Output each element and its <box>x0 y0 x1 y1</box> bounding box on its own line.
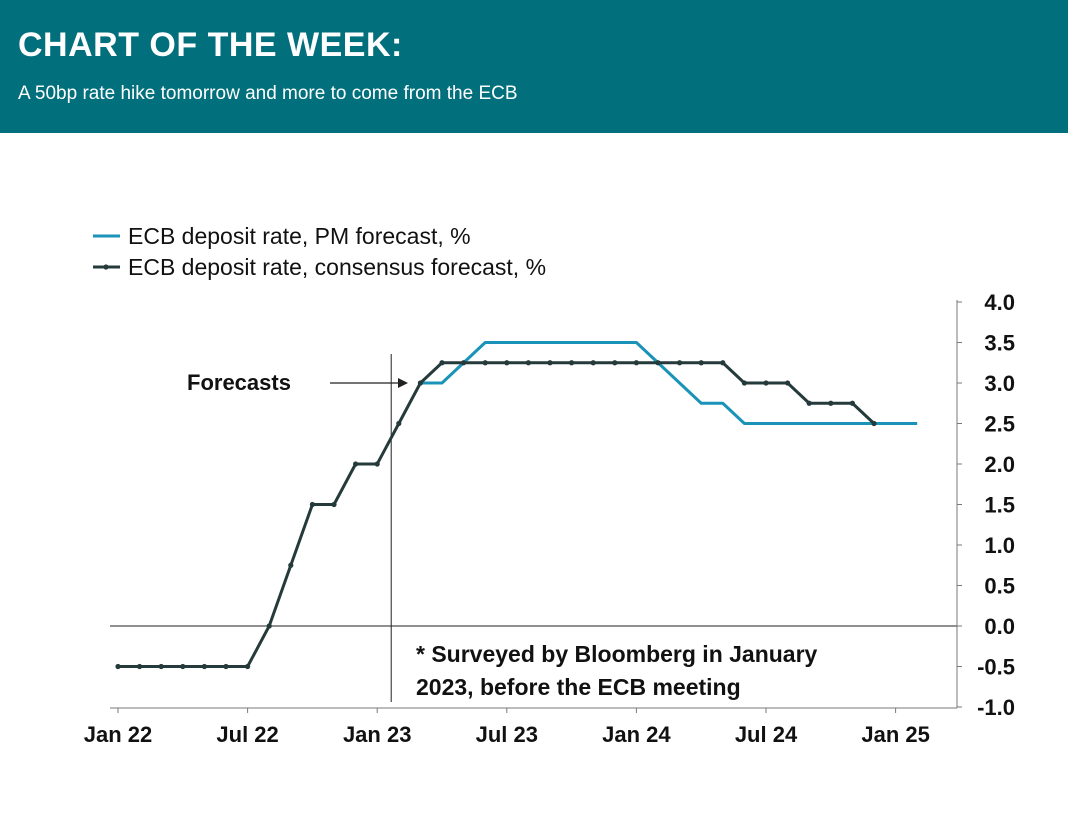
footnote-line-1: * Surveyed by Bloomberg in January <box>416 641 818 667</box>
chart-title: CHART OF THE WEEK: <box>18 26 403 64</box>
x-tick-label: Jan 22 <box>84 722 153 747</box>
y-tick-label: 2.0 <box>984 452 1015 477</box>
consensus-data-point <box>180 663 186 670</box>
consensus-data-point <box>504 360 510 366</box>
consensus-data-point <box>439 360 445 366</box>
consensus-data-point <box>849 400 856 406</box>
consensus-data-point <box>374 461 380 467</box>
y-tick-label: 0.5 <box>984 574 1015 599</box>
consensus-data-point <box>612 360 618 366</box>
consensus-data-point <box>677 360 683 366</box>
consensus-data-point <box>547 360 553 366</box>
consensus-data-point <box>461 360 467 366</box>
y-tick-label: -1.0 <box>977 695 1015 720</box>
y-tick-label: 1.5 <box>984 493 1015 518</box>
consensus-data-point <box>331 501 337 508</box>
legend-label: ECB deposit rate, consensus forecast, % <box>128 254 546 280</box>
chart-header: CHART OF THE WEEK: A 50bp rate hike tomo… <box>0 0 1068 133</box>
consensus-data-point <box>417 380 423 386</box>
consensus-data-point <box>223 663 229 670</box>
consensus-data-point <box>158 663 164 670</box>
consensus-data-point <box>396 420 402 427</box>
consensus-data-point <box>137 663 143 670</box>
x-tick-label: Jan 24 <box>602 722 671 747</box>
series-line-pm-forecast <box>420 341 918 425</box>
consensus-data-point <box>569 360 575 366</box>
series-line-consensus-forecast <box>118 361 876 668</box>
consensus-data-point <box>785 380 791 386</box>
consensus-data-point <box>741 380 748 386</box>
consensus-data-point <box>115 663 121 670</box>
legend-marker <box>103 264 109 270</box>
consensus-data-point <box>720 360 726 366</box>
consensus-data-point <box>763 380 769 386</box>
y-tick-label: 1.0 <box>984 533 1015 558</box>
x-tick-label: Jan 23 <box>343 722 412 747</box>
consensus-data-point <box>655 360 661 366</box>
legend-label: ECB deposit rate, PM forecast, % <box>128 223 471 249</box>
y-tick-label: 2.5 <box>984 412 1015 437</box>
chart-subtitle: A 50bp rate hike tomorrow and more to co… <box>18 83 518 104</box>
consensus-data-point <box>201 663 207 670</box>
y-tick-label: 0.0 <box>984 614 1015 639</box>
consensus-data-point <box>482 360 488 366</box>
x-tick-label: Jul 23 <box>476 722 538 747</box>
consensus-data-point <box>806 400 812 406</box>
forecasts-arrowhead <box>398 378 408 388</box>
consensus-data-point <box>633 360 640 366</box>
consensus-data-point <box>266 623 272 629</box>
y-tick-label: -0.5 <box>977 655 1015 680</box>
consensus-data-point <box>871 420 877 427</box>
y-tick-label: 4.0 <box>984 290 1015 315</box>
y-tick-label: 3.0 <box>984 371 1015 396</box>
consensus-data-point <box>245 663 251 670</box>
footnote-line-2: 2023, before the ECB meeting <box>416 674 741 700</box>
consensus-data-point <box>288 562 294 568</box>
consensus-data-point <box>828 400 834 406</box>
consensus-data-point <box>525 360 532 366</box>
consensus-data-point <box>590 360 596 366</box>
consensus-data-point <box>698 360 704 366</box>
x-tick-label: Jul 22 <box>216 722 278 747</box>
x-tick-label: Jan 25 <box>861 722 930 747</box>
x-tick-label: Jul 24 <box>735 722 798 747</box>
forecasts-label: Forecasts <box>187 370 291 395</box>
consensus-data-point <box>353 461 359 467</box>
consensus-data-point <box>309 501 315 508</box>
y-tick-label: 3.5 <box>984 331 1015 356</box>
